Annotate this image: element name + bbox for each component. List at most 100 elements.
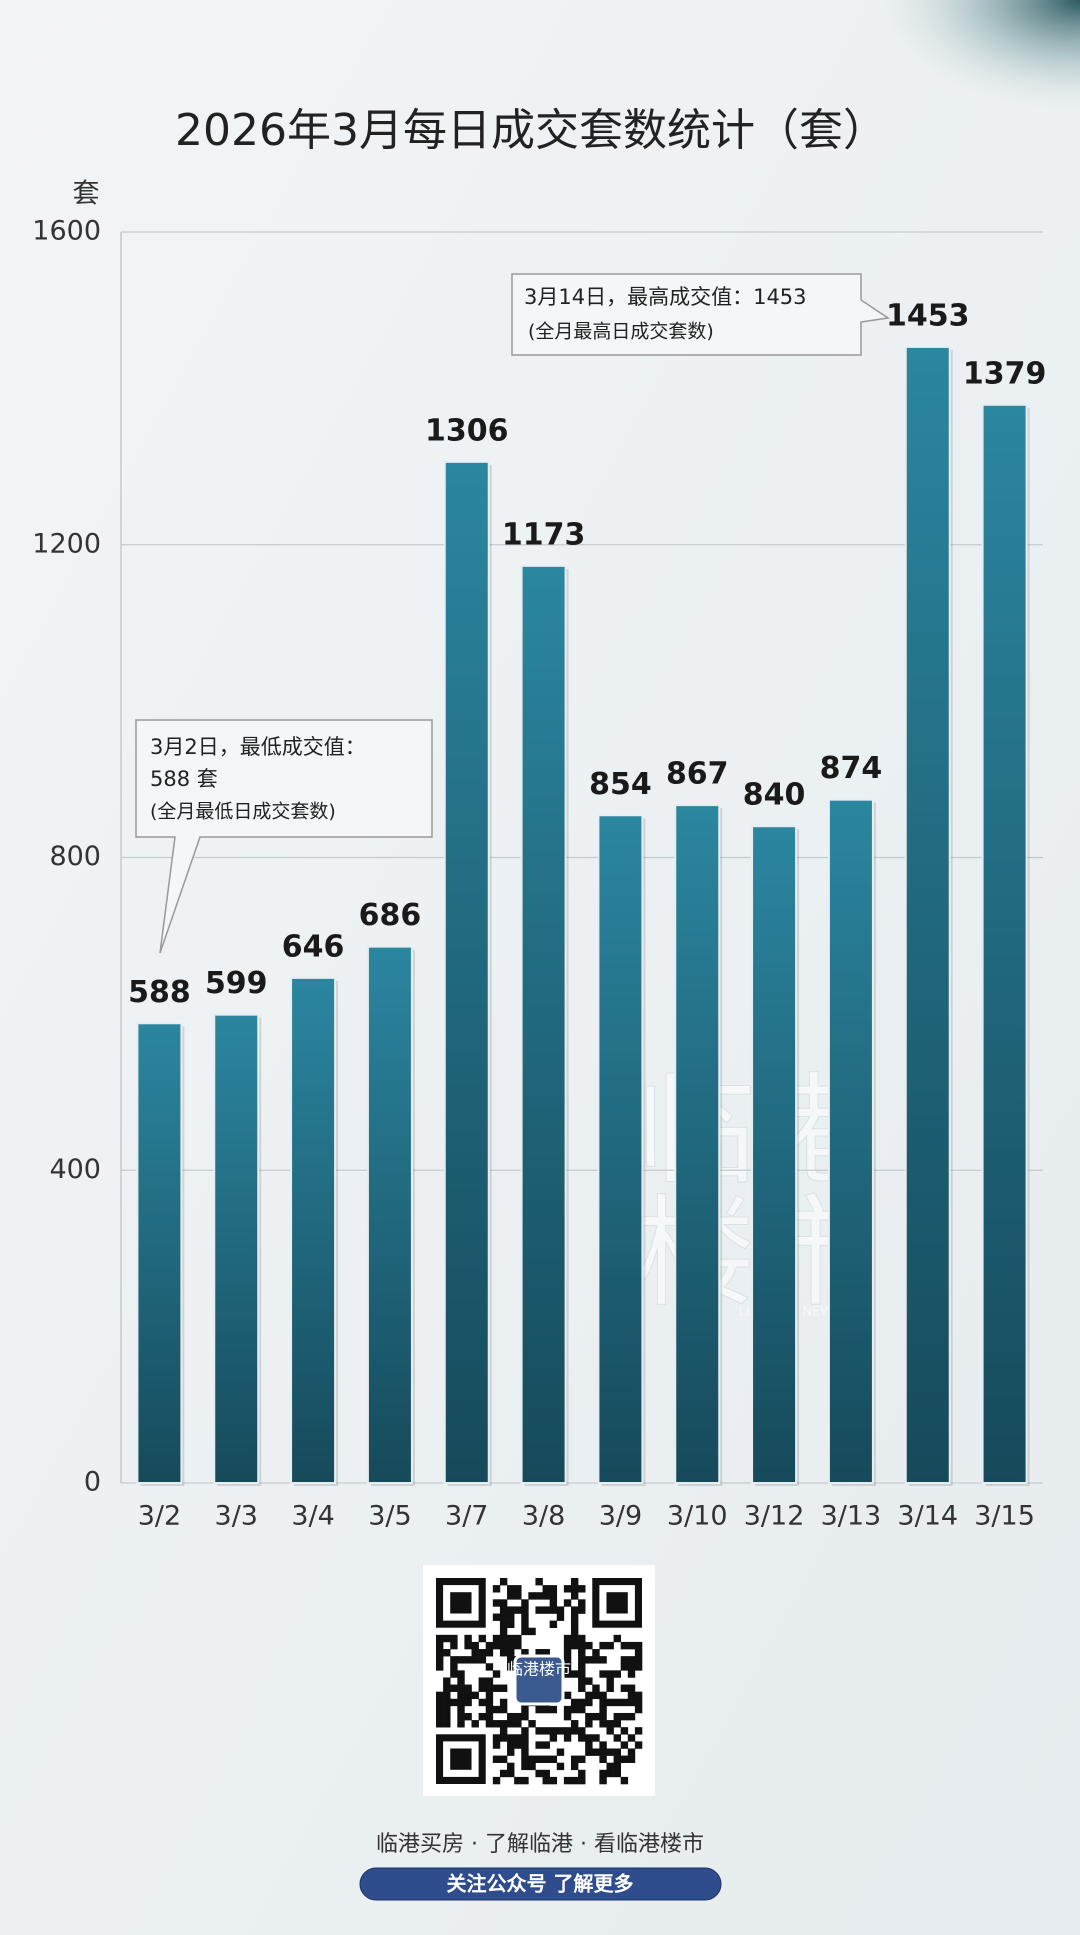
button-label[interactable]: 关注公众号 了解更多 <box>447 1872 634 1896</box>
qr-module <box>627 1691 636 1700</box>
qr-module <box>556 1606 565 1614</box>
chart-title: 2026年3月每日成交套数统计（套） <box>175 105 887 156</box>
qr-module <box>620 1663 629 1671</box>
qr-module <box>578 1641 586 1650</box>
qr-module <box>627 1734 636 1742</box>
callout-box <box>511 273 891 356</box>
qr-module <box>464 1691 472 1700</box>
x-tick-label: 3/14 <box>897 1501 958 1532</box>
qr-module <box>485 1641 494 1650</box>
qr-module <box>578 1656 586 1664</box>
qr-module <box>443 1684 451 1692</box>
qr-module <box>492 1776 501 1785</box>
qr-module <box>606 1698 614 1707</box>
qr-module <box>613 1720 621 1728</box>
qr-module <box>620 1656 629 1664</box>
qr-module <box>436 1641 444 1650</box>
qr-module <box>542 1741 550 1749</box>
qr-module <box>457 1712 465 1721</box>
qr-module <box>485 1712 494 1721</box>
qr-module <box>563 1712 572 1721</box>
qr-module <box>499 1627 508 1636</box>
qr-module <box>634 1727 643 1735</box>
qr-module <box>436 1634 444 1643</box>
annotation-text: 3月2日，最低成交值： <box>150 735 366 759</box>
qr-module <box>521 1649 529 1657</box>
qr-module <box>499 1705 508 1714</box>
qr-module <box>478 1634 487 1643</box>
qr-module <box>578 1734 586 1742</box>
y-tick-label: 0 <box>84 1467 101 1498</box>
qr-module <box>620 1741 629 1749</box>
qr-module <box>606 1748 614 1756</box>
qr-module <box>592 1684 600 1692</box>
qr-module <box>478 1712 487 1721</box>
qr-module <box>570 1585 579 1593</box>
value-label: 588 <box>128 975 191 1010</box>
qr-module <box>578 1670 586 1678</box>
qr-module <box>514 1585 522 1593</box>
x-tick-label: 3/9 <box>599 1501 642 1532</box>
bar <box>827 798 874 1484</box>
qr-module <box>492 1634 501 1643</box>
qr-module <box>492 1734 501 1742</box>
qr-module <box>521 1606 529 1614</box>
qr-module <box>492 1585 501 1593</box>
qr-module <box>570 1670 579 1678</box>
qr-module <box>450 1634 458 1643</box>
qr-module <box>521 1712 529 1721</box>
qr-module <box>599 1748 607 1756</box>
qr-module <box>563 1634 572 1643</box>
qr-module <box>521 1705 529 1714</box>
qr-module <box>599 1656 607 1664</box>
qr-module <box>627 1670 636 1678</box>
x-tick-label: 3/15 <box>974 1501 1035 1532</box>
qr-module <box>549 1734 558 1742</box>
qr-module <box>492 1599 501 1607</box>
qr-module <box>613 1769 621 1778</box>
qr-module <box>620 1698 629 1707</box>
qr-module <box>507 1741 515 1749</box>
x-tick-label: 3/13 <box>821 1501 882 1532</box>
qr-module <box>556 1762 565 1771</box>
qr-label: 临港楼市 <box>507 1660 571 1679</box>
qr-module <box>492 1705 501 1714</box>
qr-module <box>514 1720 522 1728</box>
qr-module <box>627 1656 636 1664</box>
qr-module <box>599 1698 607 1707</box>
qr-module <box>613 1755 621 1763</box>
qr-module <box>634 1656 643 1664</box>
value-label: 1379 <box>963 356 1047 391</box>
qr-module <box>570 1606 579 1614</box>
qr-module <box>570 1727 579 1735</box>
qr-module <box>578 1663 586 1671</box>
qr-module <box>535 1606 543 1614</box>
qr-module <box>499 1684 508 1692</box>
qr-module <box>478 1677 487 1685</box>
qr-module <box>542 1606 550 1614</box>
value-label: 867 <box>666 757 729 792</box>
qr-module <box>570 1592 579 1600</box>
annotation-text: (全月最高日成交套数) <box>528 321 714 343</box>
qr-module <box>578 1677 586 1685</box>
value-label: 686 <box>359 898 422 933</box>
qr-module <box>585 1641 593 1650</box>
qr-module <box>443 1698 451 1707</box>
x-tick-label: 3/8 <box>522 1501 565 1532</box>
qr-module <box>499 1727 508 1735</box>
x-tick-label: 3/10 <box>667 1501 728 1532</box>
qr-module <box>478 1684 487 1692</box>
qr-module <box>627 1698 636 1707</box>
qr-module <box>521 1613 529 1621</box>
follow-button[interactable] <box>359 1867 722 1901</box>
qr-module <box>563 1691 572 1700</box>
qr-module <box>585 1720 593 1728</box>
qr-module <box>514 1634 522 1643</box>
qr-module <box>457 1705 465 1714</box>
qr-module <box>514 1712 522 1721</box>
qr-module <box>570 1641 579 1650</box>
qr-module <box>549 1705 558 1714</box>
qr-module <box>599 1769 607 1778</box>
qr-module <box>450 1698 458 1707</box>
qr-module <box>443 1649 451 1657</box>
